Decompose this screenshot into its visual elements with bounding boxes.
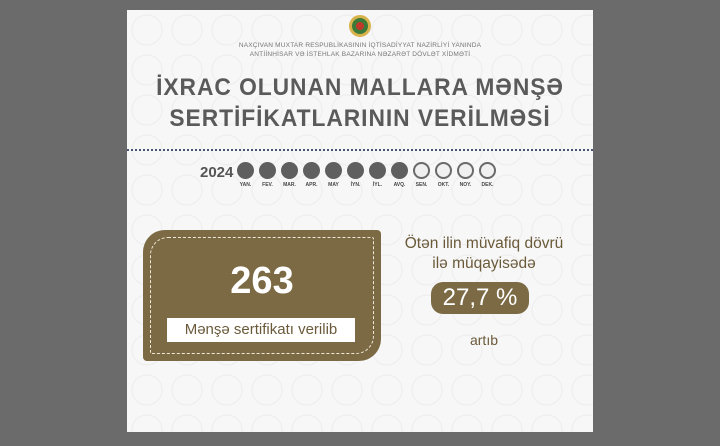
month-label: FEV. bbox=[262, 182, 273, 188]
month-label: MAY bbox=[328, 182, 339, 188]
comparison-line-1: Ötən ilin müvafiq dövrü bbox=[404, 235, 564, 252]
month-item: DEK. bbox=[479, 162, 496, 188]
month-timeline: YAN. FEV. MAR. APR. MAY İYN. İYL. AVQ. SEN. OKT. N… bbox=[237, 162, 496, 188]
month-label: MAR. bbox=[283, 182, 296, 188]
month-item: NOY. bbox=[457, 162, 474, 188]
empty-circle-icon bbox=[479, 162, 496, 179]
emblem-icon bbox=[349, 15, 371, 37]
filled-circle-icon bbox=[237, 162, 254, 179]
month-label: İYL. bbox=[372, 182, 383, 188]
certificate-count: 263 bbox=[230, 260, 294, 302]
month-item: MAY bbox=[325, 162, 342, 188]
month-item: FEV. bbox=[259, 162, 276, 188]
month-item: SEN. bbox=[413, 162, 430, 188]
month-label: YAN. bbox=[239, 182, 252, 188]
filled-circle-icon bbox=[369, 162, 386, 179]
empty-circle-icon bbox=[435, 162, 452, 179]
month-item: APR. bbox=[303, 162, 320, 188]
page-title: İXRAC OLUNAN MALLARA MƏNŞƏ SERTİFİKATLARI… bbox=[139, 72, 582, 134]
certificate-label: Mənşə sertifikatı verilib bbox=[167, 318, 355, 342]
month-label: OKT. bbox=[437, 182, 450, 188]
comparison-line-2: ilə müqayisədə bbox=[432, 255, 536, 272]
year-label: 2024 bbox=[200, 164, 234, 181]
growth-suffix: artıb bbox=[469, 332, 498, 348]
title-line-2: SERTİFİKATLARININ VERİLMƏSİ bbox=[169, 105, 551, 132]
filled-circle-icon bbox=[391, 162, 408, 179]
month-label: AVQ. bbox=[393, 182, 406, 188]
empty-circle-icon bbox=[413, 162, 430, 179]
stat-box: 263 Mənşə sertifikatı verilib bbox=[143, 230, 381, 361]
month-item: OKT. bbox=[435, 162, 452, 188]
growth-percent-badge: 27,7 % bbox=[431, 282, 529, 314]
filled-circle-icon bbox=[303, 162, 320, 179]
month-item: MAR. bbox=[281, 162, 298, 188]
month-item: İYL. bbox=[369, 162, 386, 188]
filled-circle-icon bbox=[347, 162, 364, 179]
org-line-2: ANTİİNHİSAR VƏ İSTEHLAK BAZARINA NƏZARƏT… bbox=[249, 51, 471, 58]
month-item: AVQ. bbox=[391, 162, 408, 188]
month-item: İYN. bbox=[347, 162, 364, 188]
org-line-1: NAXÇIVAN MUXTAR RESPUBLİKASININ İQTİSADİ… bbox=[238, 42, 482, 49]
infographic-card: NAXÇIVAN MUXTAR RESPUBLİKASININ İQTİSADİ… bbox=[127, 10, 593, 432]
title-line-1: İXRAC OLUNAN MALLARA MƏNŞƏ bbox=[156, 74, 564, 101]
month-label: APR. bbox=[305, 182, 318, 188]
month-item: YAN. bbox=[237, 162, 254, 188]
filled-circle-icon bbox=[259, 162, 276, 179]
dotted-divider bbox=[127, 149, 593, 151]
month-label: NOY. bbox=[459, 182, 472, 188]
empty-circle-icon bbox=[457, 162, 474, 179]
filled-circle-icon bbox=[325, 162, 342, 179]
filled-circle-icon bbox=[281, 162, 298, 179]
month-label: SEN. bbox=[415, 182, 428, 188]
stitch-border bbox=[150, 237, 374, 354]
month-label: DEK. bbox=[481, 182, 494, 188]
month-label: İYN. bbox=[350, 182, 361, 188]
